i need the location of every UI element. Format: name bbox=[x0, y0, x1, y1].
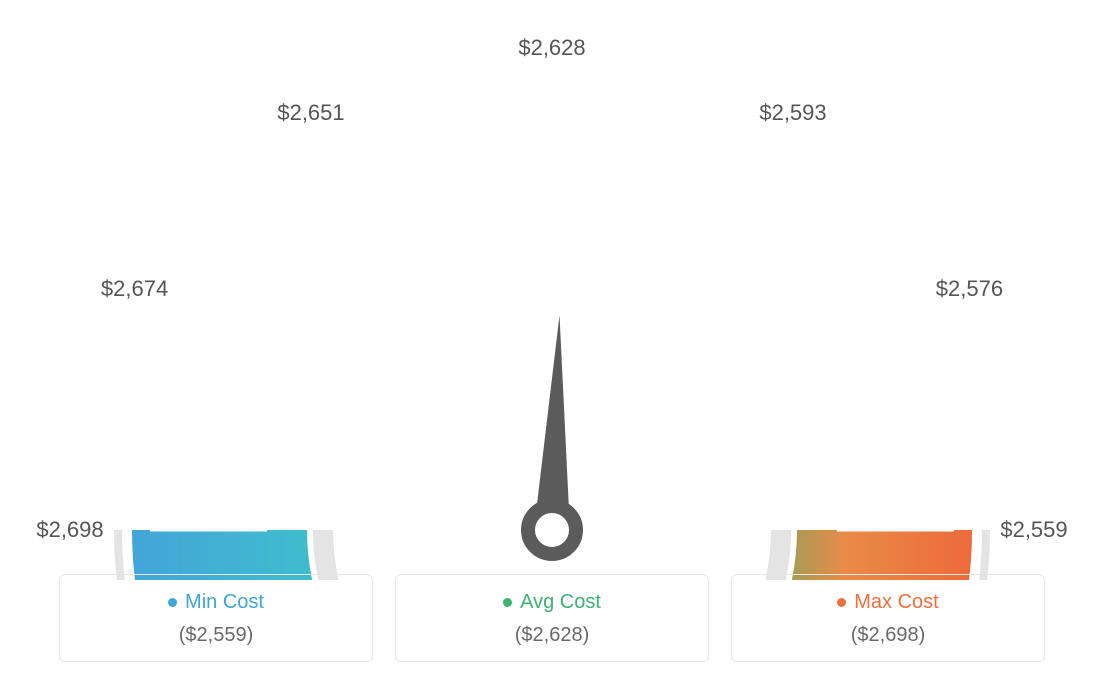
legend-max-title: Max Cost bbox=[742, 591, 1034, 614]
legend-avg-title: Avg Cost bbox=[406, 591, 698, 614]
legend-max-card: Max Cost ($2,698) bbox=[731, 574, 1045, 662]
legend-min-card: Min Cost ($2,559) bbox=[59, 574, 373, 662]
legend-row: Min Cost ($2,559) Avg Cost ($2,628) Max … bbox=[59, 574, 1045, 662]
gauge-tick-label: $2,651 bbox=[277, 100, 344, 126]
legend-min-title: Min Cost bbox=[70, 591, 362, 614]
legend-min-value: ($2,559) bbox=[70, 624, 362, 647]
gauge-tick-label: $2,576 bbox=[936, 276, 1003, 302]
legend-max-value: ($2,698) bbox=[742, 624, 1034, 647]
dot-icon bbox=[503, 598, 512, 607]
legend-max-title-text: Max Cost bbox=[854, 591, 938, 614]
gauge-tick-label: $2,593 bbox=[759, 100, 826, 126]
gauge-tick-label: $2,628 bbox=[518, 35, 585, 61]
dot-icon bbox=[837, 598, 846, 607]
gauge-svg bbox=[72, 20, 1032, 580]
legend-avg-card: Avg Cost ($2,628) bbox=[395, 574, 709, 662]
legend-avg-title-text: Avg Cost bbox=[520, 591, 601, 614]
gauge-tick-label: $2,674 bbox=[101, 276, 168, 302]
gauge-tick-label: $2,698 bbox=[36, 517, 103, 543]
legend-avg-value: ($2,628) bbox=[406, 624, 698, 647]
legend-min-title-text: Min Cost bbox=[185, 591, 264, 614]
dot-icon bbox=[168, 598, 177, 607]
cost-gauge: $2,559$2,576$2,593$2,628$2,651$2,674$2,6… bbox=[72, 20, 1032, 580]
gauge-tick-label: $2,559 bbox=[1000, 517, 1067, 543]
